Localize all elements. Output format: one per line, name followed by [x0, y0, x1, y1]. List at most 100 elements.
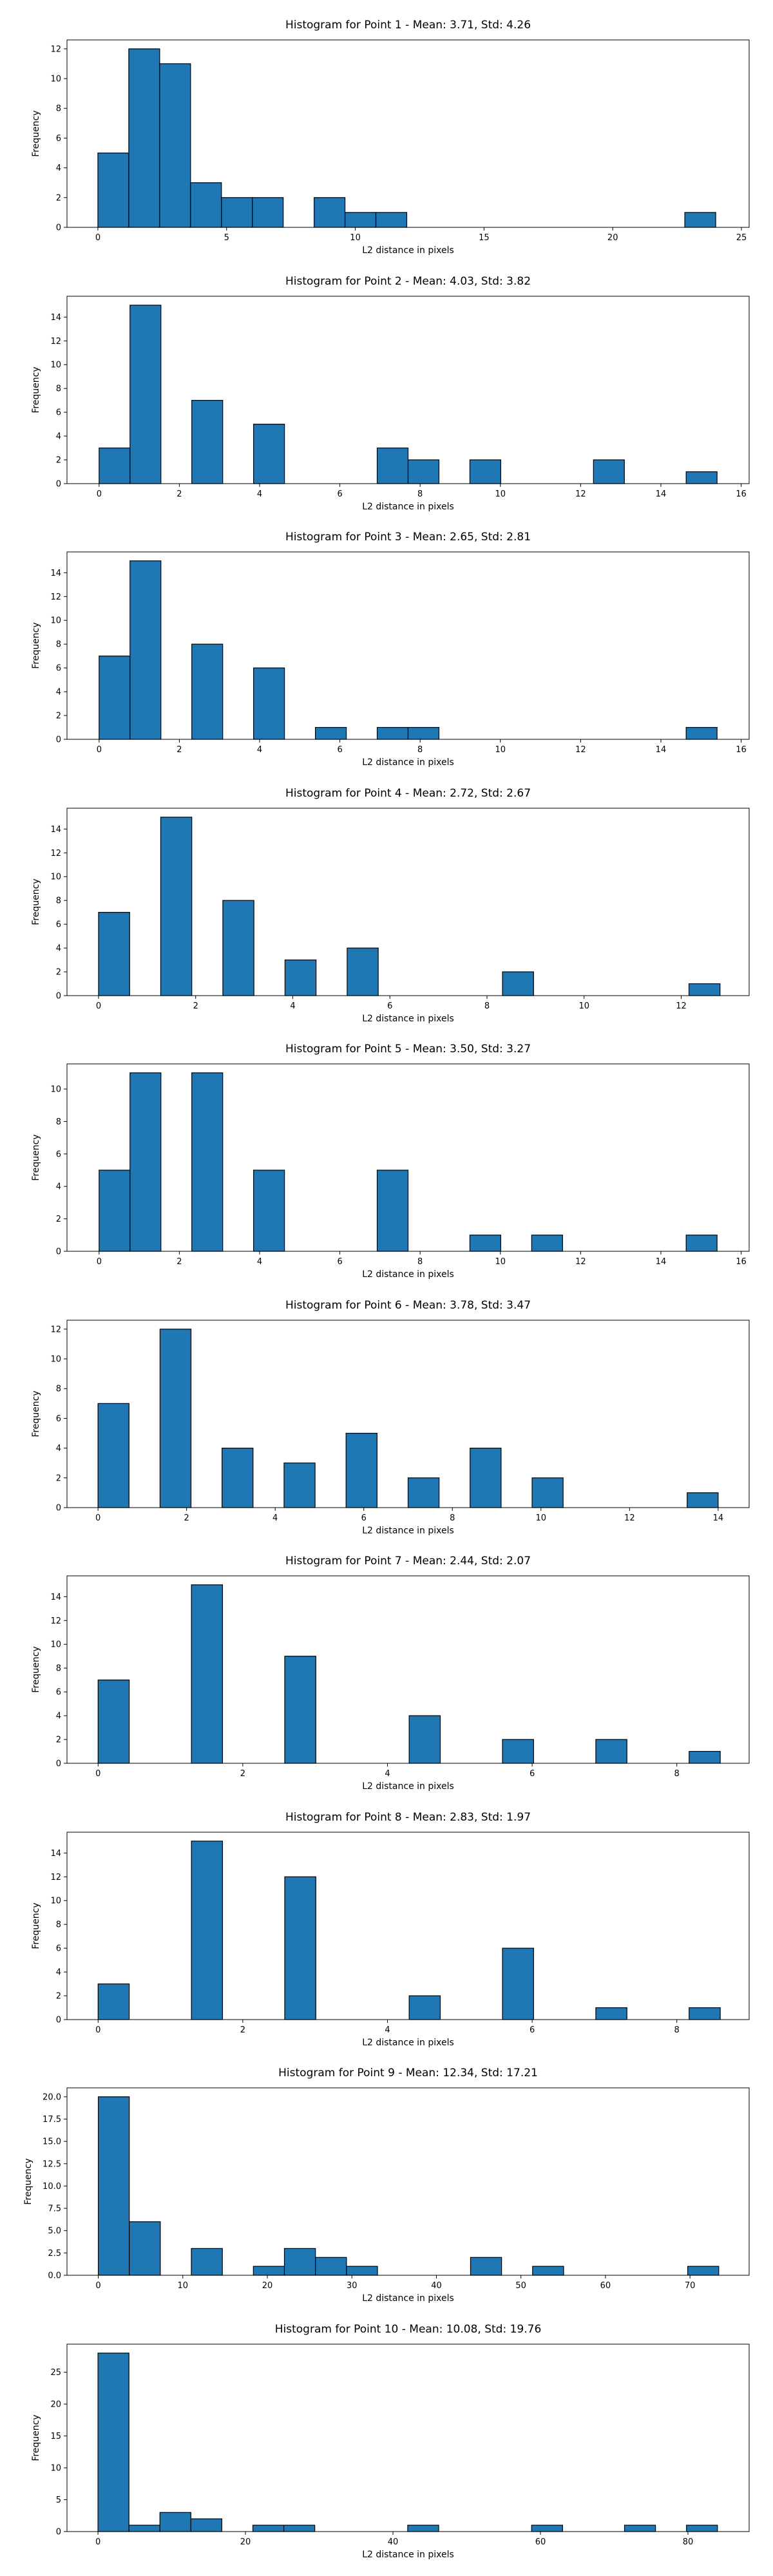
histogram-bar	[128, 2524, 160, 2532]
histogram-bar	[689, 2007, 721, 2020]
histogram-bar	[345, 1432, 377, 1508]
y-tick-label: 4	[56, 1182, 61, 1192]
y-tick-label: 12	[50, 592, 61, 602]
histogram-bar	[191, 1072, 224, 1252]
x-tick-label: 2	[177, 489, 182, 499]
y-tick-label: 2	[56, 1473, 61, 1483]
y-tick-label: 2	[56, 712, 61, 721]
x-tick-label: 4	[385, 1769, 390, 1779]
y-tick-label: 10	[50, 616, 61, 626]
y-tick-label: 6	[56, 134, 61, 144]
x-tick-label: 14	[713, 1513, 724, 1523]
histogram-bar	[283, 2524, 316, 2532]
y-axis-label: Frequency	[31, 1390, 41, 1437]
histogram-bar	[531, 1235, 563, 1252]
x-tick-label: 15	[479, 233, 490, 243]
y-tick-label: 17.5	[43, 2115, 61, 2125]
histogram-bar	[159, 63, 191, 228]
histogram-bar	[685, 471, 718, 484]
y-tick-label: 25	[50, 2368, 61, 2378]
histogram-bar	[376, 1170, 409, 1252]
y-tick-label: 4	[56, 164, 61, 173]
x-tick-label: 20	[607, 233, 618, 243]
x-tick-label: 30	[347, 2281, 358, 2291]
x-axis-label: L2 distance in pixels	[362, 2293, 454, 2304]
y-tick-label: 8	[56, 384, 61, 393]
histogram-bar	[129, 2221, 161, 2276]
histogram-5: Histogram for Point 5 - Mean: 3.50, Std:…	[31, 1043, 750, 1280]
histogram-bar	[190, 2518, 223, 2532]
histogram-bar	[128, 48, 160, 228]
histogram-bar	[315, 2257, 347, 2276]
x-tick-label: 70	[685, 2281, 696, 2291]
histogram-bar	[97, 1983, 130, 2020]
histogram-bar	[689, 1750, 721, 1764]
y-tick-label: 2.5	[48, 2249, 61, 2259]
x-tick-label: 60	[535, 2537, 546, 2547]
histogram-bar	[99, 1170, 131, 1252]
histogram-bar	[595, 2007, 627, 2020]
y-tick-label: 2	[56, 1215, 61, 1224]
histogram-bar	[252, 197, 284, 228]
chart-title: Histogram for Point 2 - Mean: 4.03, Std:…	[285, 275, 531, 288]
histogram-10: Histogram for Point 10 - Mean: 10.08, St…	[31, 2323, 750, 2560]
y-axis-label: Frequency	[31, 1134, 41, 1180]
histogram-6: Histogram for Point 6 - Mean: 3.78, Std:…	[31, 1299, 750, 1536]
y-tick-label: 6	[56, 1414, 61, 1423]
histogram-bar	[684, 212, 716, 228]
y-tick-label: 6	[56, 920, 61, 929]
histogram-bar	[191, 643, 224, 740]
x-tick-label: 40	[431, 2281, 442, 2291]
histogram-bar	[191, 399, 224, 484]
plot-frame	[66, 1575, 750, 1764]
y-tick-label: 10	[50, 2463, 61, 2473]
histogram-bar	[253, 423, 285, 484]
y-tick-label: 15.0	[43, 2137, 61, 2147]
x-tick-label: 6	[337, 489, 342, 499]
histogram-bar	[222, 900, 254, 996]
x-tick-label: 14	[656, 489, 667, 499]
y-tick-label: 12.5	[43, 2159, 61, 2169]
histogram-bar	[408, 1715, 441, 1764]
y-tick-label: 2	[56, 455, 61, 465]
y-tick-label: 8	[56, 896, 61, 905]
y-tick-label: 20	[50, 2400, 61, 2409]
histogram-bar	[346, 2266, 378, 2276]
y-tick-label: 12	[50, 1872, 61, 1882]
y-axis-label: Frequency	[31, 1646, 41, 1692]
x-tick-label: 2	[193, 1001, 198, 1011]
x-axis-label: L2 distance in pixels	[362, 757, 454, 768]
histogram-bar	[407, 459, 440, 484]
histogram-bar	[408, 1994, 441, 2020]
y-tick-label: 0	[56, 479, 61, 489]
histogram-bar	[470, 2257, 502, 2276]
chart-title: Histogram for Point 8 - Mean: 2.83, Std:…	[285, 1811, 531, 1824]
histogram-bar	[221, 197, 253, 228]
x-tick-label: 8	[417, 745, 423, 755]
x-tick-label: 12	[624, 1513, 635, 1523]
x-tick-label: 40	[388, 2537, 399, 2547]
histogram-bar	[376, 447, 409, 484]
y-axis-label: Frequency	[31, 878, 41, 925]
x-tick-label: 0	[97, 1257, 102, 1267]
y-tick-label: 8	[56, 1117, 61, 1127]
histogram-bar	[407, 1477, 440, 1508]
histogram-bar	[502, 971, 534, 996]
histogram-bar	[407, 2524, 439, 2532]
y-tick-label: 6	[56, 1688, 61, 1698]
y-tick-label: 14	[50, 569, 61, 578]
y-axis-label: Frequency	[31, 2414, 41, 2461]
x-axis-label: L2 distance in pixels	[362, 502, 454, 512]
histogram-bar	[470, 1447, 502, 1508]
x-tick-label: 2	[184, 1513, 189, 1523]
y-tick-label: 4	[56, 688, 61, 697]
x-tick-label: 0	[95, 2537, 100, 2547]
y-tick-label: 6	[56, 664, 61, 674]
y-tick-label: 4	[56, 943, 61, 953]
plot-frame	[66, 1320, 750, 1508]
x-tick-label: 8	[674, 1769, 680, 1779]
x-tick-label: 16	[736, 1257, 747, 1267]
histogram-bar	[160, 816, 193, 996]
x-tick-label: 10	[536, 1513, 547, 1523]
x-tick-label: 6	[530, 1769, 535, 1779]
